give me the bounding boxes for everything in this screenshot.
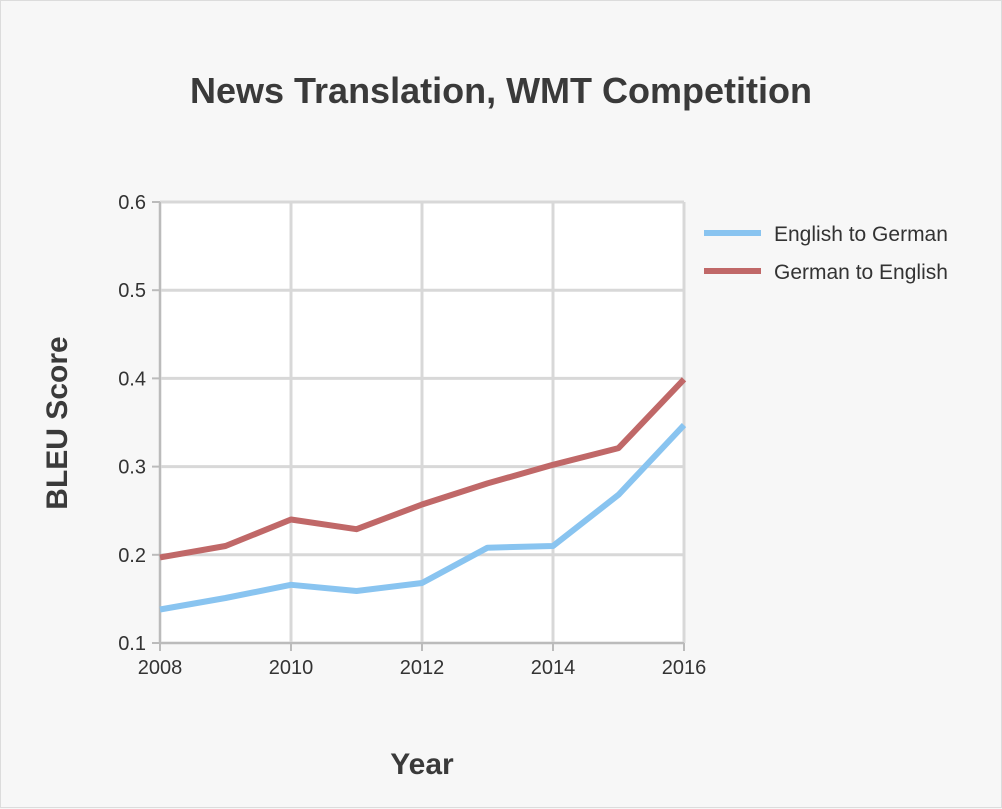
y-tick-label: 0.4 <box>118 368 146 390</box>
y-axis-title: BLEU Score <box>41 336 74 509</box>
x-tick-label: 2014 <box>531 657 576 679</box>
y-tick-label: 0.2 <box>118 545 146 567</box>
series-line-1 <box>159 377 687 561</box>
legend-label-0: English to German <box>774 223 948 246</box>
x-tick-label: 2008 <box>138 657 183 679</box>
y-tick-label: 0.3 <box>118 457 146 479</box>
series-lines <box>159 377 687 613</box>
x-tick-label: 2016 <box>662 657 707 679</box>
x-tick-label: 2010 <box>269 657 314 679</box>
legend-label-1: German to English <box>774 261 948 284</box>
legend: English to German German to English <box>704 223 948 284</box>
y-tick-label: 0.1 <box>118 633 146 655</box>
x-tick-labels: 2008 2010 2012 2014 2016 <box>138 657 707 679</box>
y-tick-labels: 0.1 0.2 0.3 0.4 0.5 0.6 <box>118 192 146 655</box>
y-tick-label: 0.5 <box>118 280 146 302</box>
grid-lines <box>158 200 686 645</box>
axes <box>152 201 685 651</box>
x-axis-title: Year <box>390 748 454 781</box>
series-line-0 <box>159 423 687 613</box>
chart-title: News Translation, WMT Competition <box>190 70 812 111</box>
y-tick-label: 0.6 <box>118 192 146 214</box>
x-tick-label: 2012 <box>400 657 445 679</box>
